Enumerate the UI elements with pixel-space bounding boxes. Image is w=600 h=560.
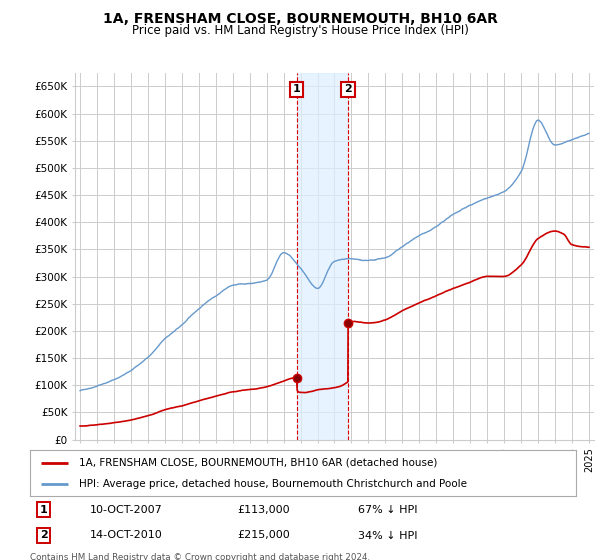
Text: 1: 1: [293, 85, 301, 94]
Text: HPI: Average price, detached house, Bournemouth Christchurch and Poole: HPI: Average price, detached house, Bour…: [79, 479, 467, 489]
Text: 34% ↓ HPI: 34% ↓ HPI: [358, 530, 417, 540]
Text: 10-OCT-2007: 10-OCT-2007: [90, 505, 163, 515]
Text: 2: 2: [344, 85, 352, 94]
Text: £215,000: £215,000: [238, 530, 290, 540]
Text: 14-OCT-2010: 14-OCT-2010: [90, 530, 163, 540]
Bar: [297, 73, 348, 440]
Text: Contains HM Land Registry data © Crown copyright and database right 2024.
This d: Contains HM Land Registry data © Crown c…: [30, 553, 370, 560]
Text: 1: 1: [40, 505, 47, 515]
Text: 67% ↓ HPI: 67% ↓ HPI: [358, 505, 417, 515]
Text: Price paid vs. HM Land Registry's House Price Index (HPI): Price paid vs. HM Land Registry's House …: [131, 24, 469, 37]
Text: 2: 2: [40, 530, 47, 540]
Text: £113,000: £113,000: [238, 505, 290, 515]
Text: 1A, FRENSHAM CLOSE, BOURNEMOUTH, BH10 6AR: 1A, FRENSHAM CLOSE, BOURNEMOUTH, BH10 6A…: [103, 12, 497, 26]
Text: 1A, FRENSHAM CLOSE, BOURNEMOUTH, BH10 6AR (detached house): 1A, FRENSHAM CLOSE, BOURNEMOUTH, BH10 6A…: [79, 458, 437, 468]
